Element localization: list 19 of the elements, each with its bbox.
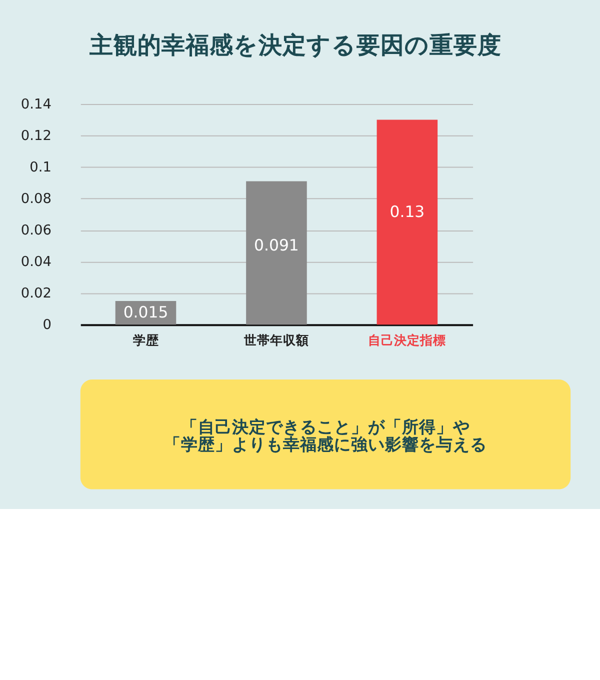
y-tick-label: 0.06 <box>20 222 52 238</box>
y-tick-label: 0.1 <box>30 159 52 176</box>
bar <box>246 181 307 325</box>
y-tick-label: 0.12 <box>20 128 52 144</box>
y-tick-label: 0.04 <box>20 254 52 270</box>
data-label: 0.015 <box>123 302 168 322</box>
bar <box>376 120 438 325</box>
text: 「自己決定できること」が「所得」や <box>180 417 470 436</box>
data-label: 0.091 <box>254 236 299 255</box>
x-tick-label: 世帯年収額 <box>242 332 309 349</box>
y-tick-label: 0.14 <box>20 96 52 112</box>
x-tick-label: 自己決定指標 <box>368 332 446 349</box>
text: 「学歴」よりも幸福感に強い影響を与える <box>164 435 487 454</box>
chart-title: 主観的幸福感を決定する要因の重要度 <box>88 31 502 60</box>
y-tick-label: 0 <box>42 317 52 334</box>
x-tick-label: 学歴 <box>132 334 159 349</box>
y-tick-label: 0.02 <box>20 285 52 302</box>
data-label: 0.13 <box>390 202 425 221</box>
y-tick-label: 0.08 <box>20 190 52 207</box>
